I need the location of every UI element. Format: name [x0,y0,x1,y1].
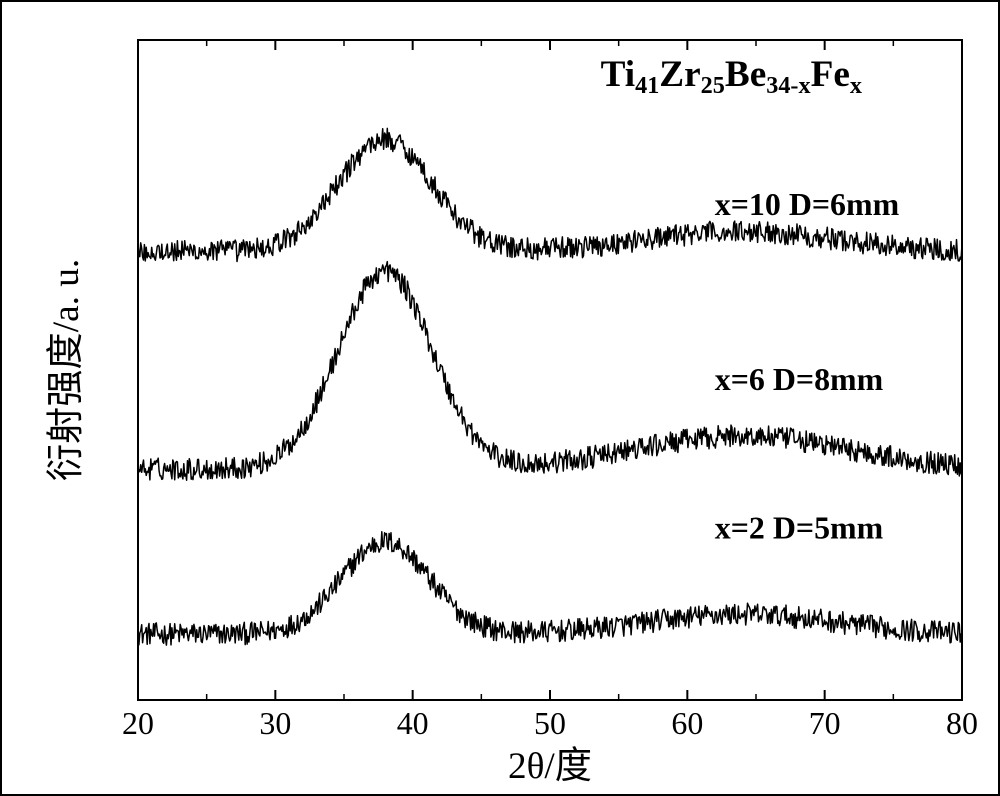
series-label-x10: x=10 D=6mm [715,187,900,222]
series-label-x2: x=2 D=5mm [715,510,884,545]
x-tick-label: 70 [809,706,841,741]
x-tick-label: 20 [122,706,154,741]
x-tick-label: 40 [397,706,429,741]
y-axis-label: 衍射强度/a. u. [45,259,87,481]
chart-svg: 20 30 40 50 60 70 80 2θ/度 衍射强度/a. u. x=2 D=5mm x=6… [0,0,1000,796]
series-label-x6: x=6 D=8mm [715,362,884,397]
x-axis-label: 2θ/度 [508,745,592,787]
x-tick-label: 50 [534,706,566,741]
x-tick-label: 80 [946,706,978,741]
x-tick-label: 60 [671,706,703,741]
x-tick-label: 30 [259,706,291,741]
xrd-chart: 20 30 40 50 60 70 80 2θ/度 衍射强度/a. u. x=2 D=5mm x=6… [0,0,1000,796]
